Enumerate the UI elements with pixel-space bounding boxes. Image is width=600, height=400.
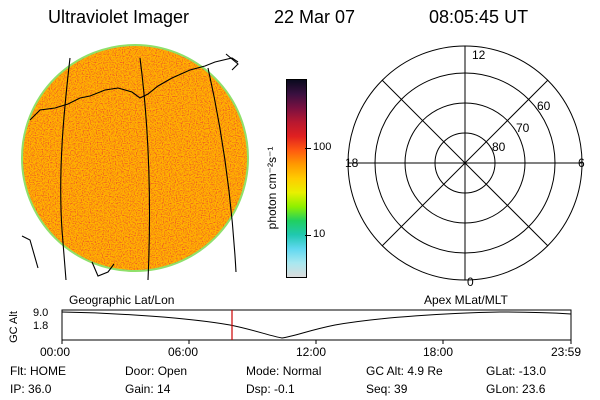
status-mode: Mode: Normal [246, 364, 322, 378]
emission-texture [22, 45, 248, 271]
color-bar-label: photon cm⁻²s⁻¹ [265, 146, 279, 230]
color-bar [286, 79, 307, 278]
status-ip: IP: 36.0 [10, 382, 52, 396]
coastline [91, 261, 115, 277]
coastline [21, 235, 39, 269]
mlt-label-18: 18 [345, 156, 359, 170]
altitude-plot [61, 309, 572, 344]
mlat-label-80: 80 [492, 140, 506, 154]
color-bar-tick-label: 10 [313, 228, 326, 240]
status-dsp: Dsp: -0.1 [246, 382, 295, 396]
coastline [29, 57, 239, 121]
strip-x-tick-label: 00:00 [40, 345, 71, 359]
coastline [225, 53, 239, 71]
mlt-label-12: 12 [472, 48, 486, 62]
meridian-line [60, 57, 71, 281]
meridian-line [139, 57, 151, 281]
mlat-label-70: 70 [516, 121, 530, 135]
geographic-title: Geographic Lat/Lon [69, 293, 175, 307]
mlat-label-60: 60 [537, 99, 551, 113]
status-door: Door: Open [125, 364, 188, 378]
polar-diagonal [381, 79, 549, 247]
time-label: 08:05:45 UT [429, 7, 529, 27]
strip-x-tick-label: 18:00 [423, 345, 454, 359]
strip-y-tick-label: 1.8 [33, 320, 49, 332]
strip-y-tick-label: 9.0 [33, 307, 49, 319]
status-gc-alt: GC Alt: 4.9 Re [366, 364, 443, 378]
status-glon: GLon: 23.6 [486, 382, 546, 396]
strip-axis-label: GC Alt [8, 311, 20, 343]
apex-title: Apex MLat/MLT [424, 293, 508, 307]
strip-x-tick-label: 23:59 [551, 345, 582, 359]
strip-x-tick-label: 12:00 [296, 345, 327, 359]
polar-plot: 12 18 6 0 60 70 80 [345, 45, 585, 289]
instrument-title: Ultraviolet Imager [48, 7, 190, 27]
mlt-label-6: 6 [578, 156, 585, 170]
mlt-label-0: 0 [467, 275, 474, 289]
color-bar-tick [305, 235, 311, 236]
status-gain: Gain: 14 [125, 382, 171, 396]
altitude-plot-frame [61, 309, 572, 341]
color-bar-tick [305, 148, 311, 149]
disk-limb [21, 44, 249, 272]
color-bar-gradient [287, 80, 306, 277]
strip-x-tick-label: 06:00 [168, 345, 199, 359]
date-label: 22 Mar 07 [274, 7, 356, 27]
altitude-curve [61, 311, 572, 339]
map-overlay [21, 53, 239, 281]
status-flight: Flt: HOME [10, 364, 67, 378]
meridian-line [207, 67, 237, 273]
auroral-image [21, 44, 249, 281]
color-bar-tick-label: 100 [313, 141, 332, 153]
status-seq: Seq: 39 [366, 382, 408, 396]
status-glat: GLat: -13.0 [486, 364, 547, 378]
